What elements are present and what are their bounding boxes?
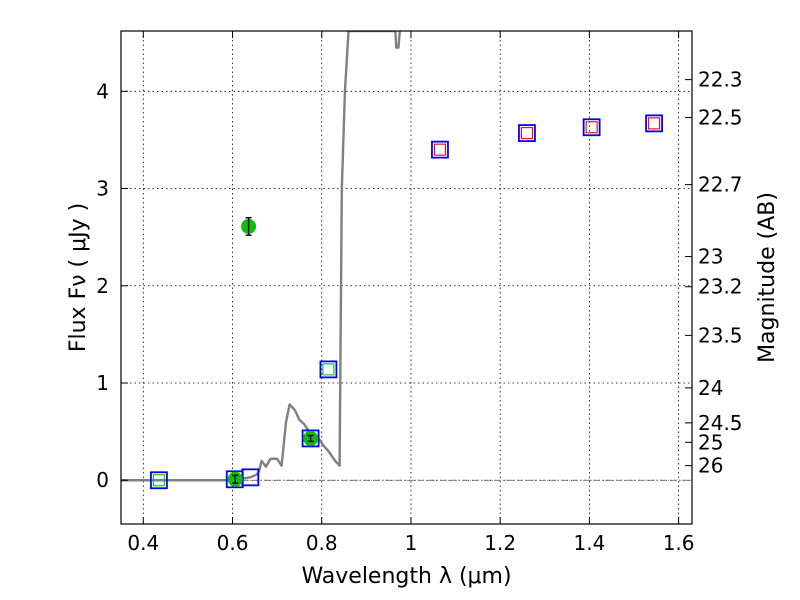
y-tick-label: 0 bbox=[96, 468, 109, 492]
x-tick-label: 0.4 bbox=[127, 531, 159, 555]
y-tick-label: 1 bbox=[96, 371, 109, 395]
model-photometry-square bbox=[582, 118, 601, 137]
y-tick-label: 3 bbox=[96, 177, 109, 201]
x-tick-label: 1 bbox=[405, 531, 418, 555]
x-axis-label: Wavelength λ (μm) bbox=[301, 564, 511, 589]
x-tick-label: 0.6 bbox=[217, 531, 249, 555]
model-photometry-square bbox=[431, 140, 449, 159]
nondetection-square bbox=[152, 474, 165, 487]
plot-frame bbox=[120, 30, 693, 525]
right-tick-label: 23.2 bbox=[698, 275, 743, 299]
right-axis-label: Magnitude (AB) bbox=[755, 192, 780, 363]
upper-limit-square bbox=[520, 127, 533, 140]
right-tick-label: 26 bbox=[698, 454, 723, 478]
model-photometry-square bbox=[645, 114, 663, 133]
upper-limit-square bbox=[585, 121, 598, 134]
model-photometry-square bbox=[301, 429, 320, 448]
model-photometry-square bbox=[150, 471, 168, 490]
right-tick-label: 25 bbox=[698, 430, 723, 454]
right-tick-label: 24 bbox=[698, 376, 723, 400]
right-tick-label: 22.3 bbox=[698, 68, 743, 92]
x-tick-label: 1.6 bbox=[663, 531, 695, 555]
model-photometry-square bbox=[319, 360, 338, 379]
series-layer bbox=[121, 31, 663, 490]
upper-limit-square bbox=[433, 143, 447, 156]
y-tick-label: 4 bbox=[96, 79, 109, 103]
x-tick-label: 0.8 bbox=[306, 531, 338, 555]
spectrum-line bbox=[121, 31, 402, 482]
right-tick-label: 22.5 bbox=[698, 106, 743, 130]
nondetection-square bbox=[322, 363, 335, 376]
right-tick-label: 24.5 bbox=[698, 411, 743, 435]
upper-limit-square bbox=[648, 117, 661, 130]
y-axis-label: Flux Fν ( μJy ) bbox=[66, 203, 91, 352]
right-tick-label: 22.7 bbox=[698, 173, 743, 197]
model-photometry-square bbox=[518, 124, 536, 143]
right-tick-label: 23 bbox=[698, 245, 723, 269]
right-tick-label: 23.5 bbox=[698, 323, 743, 347]
x-tick-label: 1.2 bbox=[484, 531, 516, 555]
y-tick-label: 2 bbox=[96, 274, 109, 298]
x-tick-label: 1.4 bbox=[573, 531, 605, 555]
grid bbox=[121, 31, 692, 524]
